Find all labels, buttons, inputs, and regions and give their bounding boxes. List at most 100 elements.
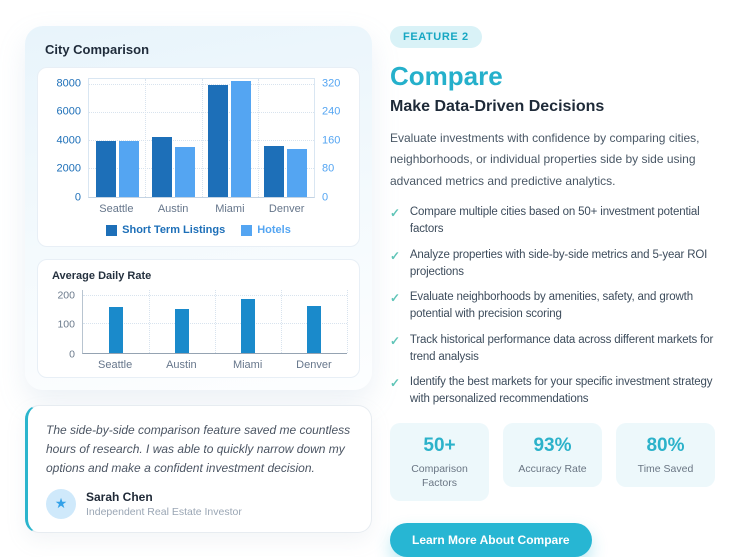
x-axis-label: Denver xyxy=(268,203,305,215)
feature-description: Evaluate investments with confidence by … xyxy=(390,131,700,188)
y-axis-tick: 100 xyxy=(57,318,75,331)
testimonial-person: ★ Sarah Chen Independent Real Estate Inv… xyxy=(46,488,353,519)
chart-bar xyxy=(231,81,252,197)
y-axis-tick: 2000 xyxy=(56,162,81,175)
x-axis-label: Miami xyxy=(232,359,263,371)
x-axis-label: Seattle xyxy=(99,203,134,215)
x-axis-label: Denver xyxy=(296,359,332,371)
stat-value: 80% xyxy=(646,434,685,456)
feature-badge: FEATURE 2 xyxy=(390,26,482,48)
stat-card-comparison-factors: 50+ Comparison Factors xyxy=(390,422,489,501)
city-comparison-chart: 0 2000 4000 6000 8000 0 80 160 240 320 Seattle Au… xyxy=(50,78,347,240)
right-column: FEATURE 2 Compare Make Data-Driven Decis… xyxy=(390,26,715,557)
x-axis-label: Miami xyxy=(215,203,245,215)
y-axis-tick: 0 xyxy=(69,347,75,360)
x-axis-spacer xyxy=(315,198,347,215)
gridline xyxy=(149,290,150,353)
testimonial-quote: The side-by-side comparison feature save… xyxy=(46,423,351,475)
right-y-axis: 0 80 160 240 320 xyxy=(315,77,347,203)
person-info: Sarah Chen Independent Real Estate Inves… xyxy=(86,490,242,518)
x-axis-labels: Seattle Austin Miami Denver xyxy=(88,198,315,215)
checklist-item: ✓ Compare multiple cities based on 50+ i… xyxy=(390,204,715,239)
plot-area xyxy=(82,290,348,354)
checklist-item-text: Track historical performance data across… xyxy=(409,333,714,363)
checklist-item: ✓ Evaluate neighborhoods by amenities, s… xyxy=(390,289,715,324)
gridline xyxy=(215,290,216,353)
city-comparison-card: City Comparison 0 2000 4000 6000 8000 0 80 160… xyxy=(25,26,372,390)
check-icon: ✓ xyxy=(390,376,400,391)
daily-rate-chart-panel: Average Daily Rate 0 100 200 Seattle Austin… xyxy=(37,259,360,378)
plot-area xyxy=(88,78,315,198)
chart-bar xyxy=(175,308,189,353)
chart-plot-row: 0 2000 4000 6000 8000 0 80 160 240 320 xyxy=(50,77,347,203)
y-axis-tick: 4000 xyxy=(56,134,81,147)
x-axis-label: Seattle xyxy=(98,359,133,371)
feature-checklist: ✓ Compare multiple cities based on 50+ i… xyxy=(390,204,715,409)
check-icon: ✓ xyxy=(390,206,400,221)
learn-more-button[interactable]: Learn More About Compare xyxy=(390,522,592,557)
check-icon: ✓ xyxy=(390,333,400,348)
gridline xyxy=(281,290,282,353)
chart-bar xyxy=(95,140,116,197)
y-axis-tick: 6000 xyxy=(56,105,81,118)
avatar: ★ xyxy=(46,488,76,519)
stat-value: 93% xyxy=(533,434,572,456)
checklist-item-text: Evaluate neighborhoods by amenities, saf… xyxy=(409,291,693,321)
city-comparison-chart-panel: 0 2000 4000 6000 8000 0 80 160 240 320 Seattle Au… xyxy=(37,67,360,247)
legend-label: Hotels xyxy=(257,224,291,236)
chart-bar xyxy=(174,147,195,197)
checklist-item-text: Identify the best markets for your speci… xyxy=(409,376,713,406)
gridline xyxy=(201,79,203,197)
chart-bar xyxy=(208,84,229,197)
y-axis-tick: 200 xyxy=(57,289,75,302)
chart-bar xyxy=(241,298,255,353)
x-axis-spacer xyxy=(50,354,82,371)
chart-bar xyxy=(118,140,139,197)
x-axis-labels: Seattle Austin Miami Denver xyxy=(82,354,347,371)
x-axis-label: Austin xyxy=(166,359,197,371)
chart-bar xyxy=(151,137,172,197)
gridline xyxy=(257,79,259,197)
left-y-axis: 0 2000 4000 6000 8000 xyxy=(50,77,88,203)
checklist-item-text: Analyze properties with side-by-side met… xyxy=(409,248,708,278)
check-icon: ✓ xyxy=(390,248,400,263)
y-axis-tick: 0 xyxy=(322,191,329,204)
legend-swatch xyxy=(106,224,118,236)
card-title: City Comparison xyxy=(45,42,150,57)
daily-rate-chart: 0 100 200 Seattle Austin Miami Denver xyxy=(50,289,348,371)
star-icon: ★ xyxy=(54,495,68,512)
check-icon: ✓ xyxy=(390,291,400,306)
left-column: City Comparison 0 2000 4000 6000 8000 0 80 160… xyxy=(25,26,372,557)
y-axis-tick: 8000 xyxy=(56,77,81,90)
feature-title: Compare xyxy=(390,61,503,91)
y-axis-tick: 240 xyxy=(322,105,341,118)
stats-row: 50+ Comparison Factors 93% Accuracy Rate… xyxy=(390,422,715,501)
daily-rate-chart-title: Average Daily Rate xyxy=(52,270,152,282)
y-axis-tick: 320 xyxy=(322,77,341,90)
gridline xyxy=(347,290,348,353)
stat-label: Accuracy Rate xyxy=(518,462,587,475)
feature-subtitle: Make Data-Driven Decisions xyxy=(390,98,605,115)
chart-bar xyxy=(307,305,321,353)
chart-bar xyxy=(264,145,285,197)
stat-label: Comparison Factors xyxy=(411,462,468,489)
y-axis-tick: 80 xyxy=(322,162,335,175)
chart-bar xyxy=(287,148,308,197)
legend-swatch xyxy=(241,224,253,236)
gridline xyxy=(145,79,147,197)
person-name: Sarah Chen xyxy=(86,489,153,504)
y-axis-tick: 160 xyxy=(322,134,341,147)
legend-label: Short Term Listings xyxy=(122,224,226,236)
legend-item: Hotels xyxy=(241,224,291,236)
chart-bar xyxy=(109,307,123,353)
x-axis-label: Austin xyxy=(157,203,189,215)
stat-card-time-saved: 80% Time Saved xyxy=(616,422,715,487)
stat-value: 50+ xyxy=(423,434,456,456)
x-axis-row: Seattle Austin Miami Denver xyxy=(50,198,347,215)
legend-item: Short Term Listings xyxy=(106,224,225,236)
y-axis-tick: 0 xyxy=(74,191,81,204)
chart-plot-row: 0 100 200 xyxy=(50,289,348,359)
x-axis-row: Seattle Austin Miami Denver xyxy=(50,354,347,371)
stat-label: Time Saved xyxy=(637,462,694,475)
